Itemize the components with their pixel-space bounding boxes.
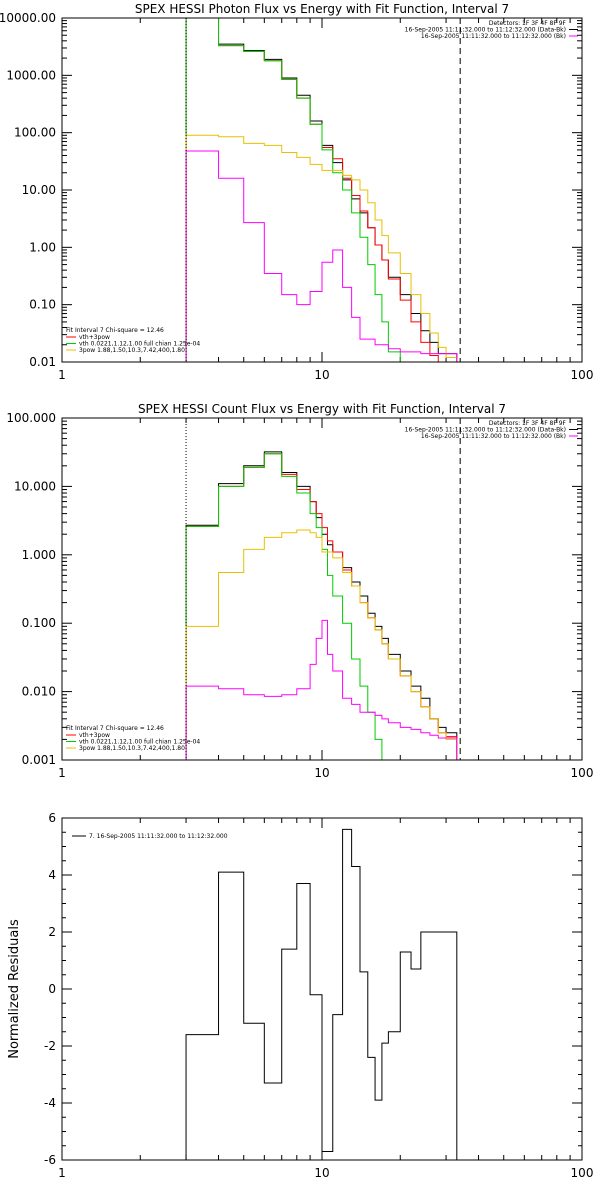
legend-entry: 7. 16-Sep-2005 11:11:32.000 to 11:12:32.…: [89, 833, 228, 840]
series-line-3: [185, 453, 457, 760]
y-tick-label: 0.010: [22, 685, 56, 699]
legend-bottom-header: Fit Interval 7 Chi-square = 12.46: [66, 327, 164, 334]
chart-title: SPEX HESSI Photon Flux vs Energy with Fi…: [135, 2, 509, 16]
series-line-5: [185, 150, 458, 362]
y-axis-label: Normalized Residuals: [7, 919, 22, 1059]
legend-bottom-entry: vth 0.0221,1.12,1.00 full chian 1.25e-04: [79, 341, 200, 348]
x-tick-label: 1: [58, 766, 66, 780]
y-tick-label: 10000.00: [0, 11, 56, 25]
y-tick-label: 4: [48, 868, 56, 882]
series-line-1: [185, 828, 458, 1160]
y-tick-label: -6: [44, 1153, 56, 1167]
legend-bottom-entry: vth+3pow: [79, 334, 110, 341]
y-tick-label: -2: [44, 1039, 56, 1053]
chart-title: SPEX HESSI Count Flux vs Energy with Fit…: [138, 402, 506, 416]
x-tick-label: 10: [314, 368, 329, 382]
series-line-4: [185, 134, 458, 362]
legend-bottom-entry: vth+3pow: [79, 732, 110, 739]
y-tick-label: 10.00: [22, 183, 56, 197]
plot-frame: [61, 17, 583, 363]
x-tick-label: 100: [571, 1166, 594, 1180]
series-line-5: [185, 619, 458, 760]
legend-top-entry: 16-Sep-2005 11:11:32.000 to 11:12:32.000…: [405, 427, 566, 434]
chart-1: SPEX HESSI Photon Flux vs Energy with Fi…: [0, 2, 593, 382]
x-tick-label: 10: [314, 1166, 329, 1180]
x-tick-label: 10: [314, 766, 329, 780]
y-tick-label: 1000.00: [6, 68, 56, 82]
y-tick-label: 2: [48, 925, 56, 939]
y-tick-label: 6: [48, 811, 56, 825]
x-tick-label: 1: [58, 1166, 66, 1180]
series-line-2: [185, 453, 458, 760]
series-line-3: [185, 18, 457, 362]
plot-frame: [61, 417, 583, 761]
y-tick-label: 100.000: [6, 411, 56, 425]
y-tick-label: 1.000: [22, 548, 56, 562]
legend-top-entry: Detectors: 1F 3F 4F 8F 9F: [489, 20, 567, 27]
series-line-4: [185, 529, 458, 760]
y-tick-label: 0: [48, 982, 56, 996]
legend-top-entry: 16-Sep-2005 11:11:32.000 to 11:12:32.000…: [421, 33, 566, 40]
y-tick-label: 0.10: [29, 298, 56, 312]
chart-3: Normalized Residuals 1 10 100 -6 -4 -2 0 2 4 6 7. 1…: [7, 811, 593, 1180]
legend-top-entry: Detectors: 1F 3F 4F 8F 9F: [489, 420, 567, 427]
y-tick-label: 0.001: [22, 753, 56, 767]
y-tick-label: 1.00: [29, 240, 56, 254]
chart-2: SPEX HESSI Count Flux vs Energy with Fit…: [6, 402, 593, 780]
series-line-1: [185, 451, 458, 760]
y-tick-label: 100.00: [14, 126, 56, 140]
y-tick-label: 0.100: [22, 616, 56, 630]
series-line-1: [185, 18, 458, 362]
x-tick-label: 100: [571, 766, 594, 780]
legend-bottom-entry: vth 0.0221,1.12,1.00 full chian 1.25e-04: [79, 739, 200, 746]
legend-top-entry: 16-Sep-2005 11:11:32.000 to 11:12:32.000…: [405, 27, 566, 34]
legend-bottom-entry: 3pow 1.88,1.50,10.3,7.42,400,1.80: [79, 347, 185, 354]
series-line-2: [185, 18, 457, 362]
y-tick-label: 10.000: [14, 479, 56, 493]
y-tick-label: 0.01: [29, 355, 56, 369]
legend-bottom-entry: 3pow 1.88,1.50,10.3,7.42,400,1.80: [79, 745, 185, 752]
x-tick-label: 1: [58, 368, 66, 382]
legend-bottom-header: Fit Interval 7 Chi-square = 12.46: [66, 725, 164, 732]
plot-frame: [61, 817, 583, 1161]
x-tick-label: 100: [571, 368, 594, 382]
y-tick-label: -4: [44, 1096, 56, 1110]
legend-top-entry: 16-Sep-2005 11:11:32.000 to 11:12:32.000…: [421, 433, 566, 440]
